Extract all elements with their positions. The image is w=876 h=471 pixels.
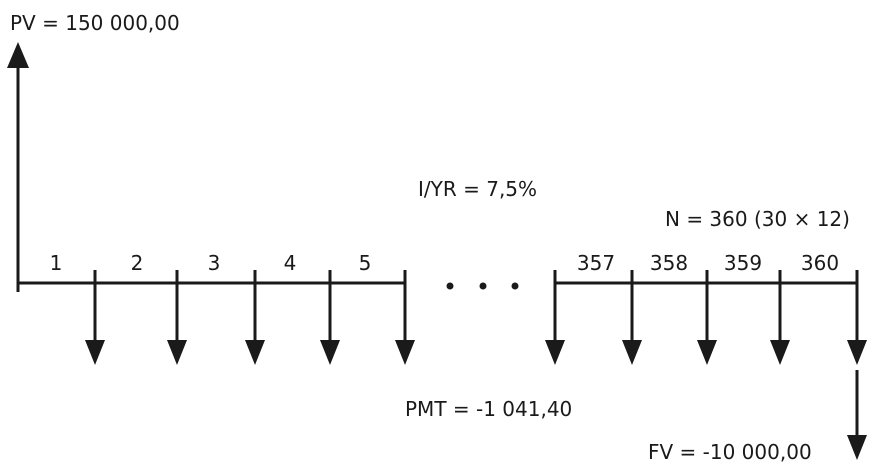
- period-label: 359: [724, 251, 762, 275]
- n-label: N = 360 (30 × 12): [665, 207, 850, 231]
- pmt-label: PMT = -1 041,40: [405, 397, 572, 421]
- period-label: 5: [359, 251, 372, 275]
- period-label: 2: [131, 251, 144, 275]
- period-label: 3: [208, 251, 221, 275]
- iyr-label: I/YR = 7,5%: [418, 177, 537, 201]
- pv-label: PV = 150 000,00: [10, 11, 180, 35]
- arrow-head: [7, 42, 29, 68]
- period-label: 357: [577, 251, 615, 275]
- ellipsis: [446, 282, 519, 290]
- period-label: 360: [801, 251, 839, 275]
- period-label: 1: [50, 251, 63, 275]
- payment-arrows: [545, 270, 867, 365]
- period-label: 4: [284, 251, 297, 275]
- arrow-head: [847, 435, 867, 460]
- payment-arrows: [85, 270, 415, 365]
- period-label: 358: [650, 251, 688, 275]
- fv-label: FV = -10 000,00: [648, 440, 812, 464]
